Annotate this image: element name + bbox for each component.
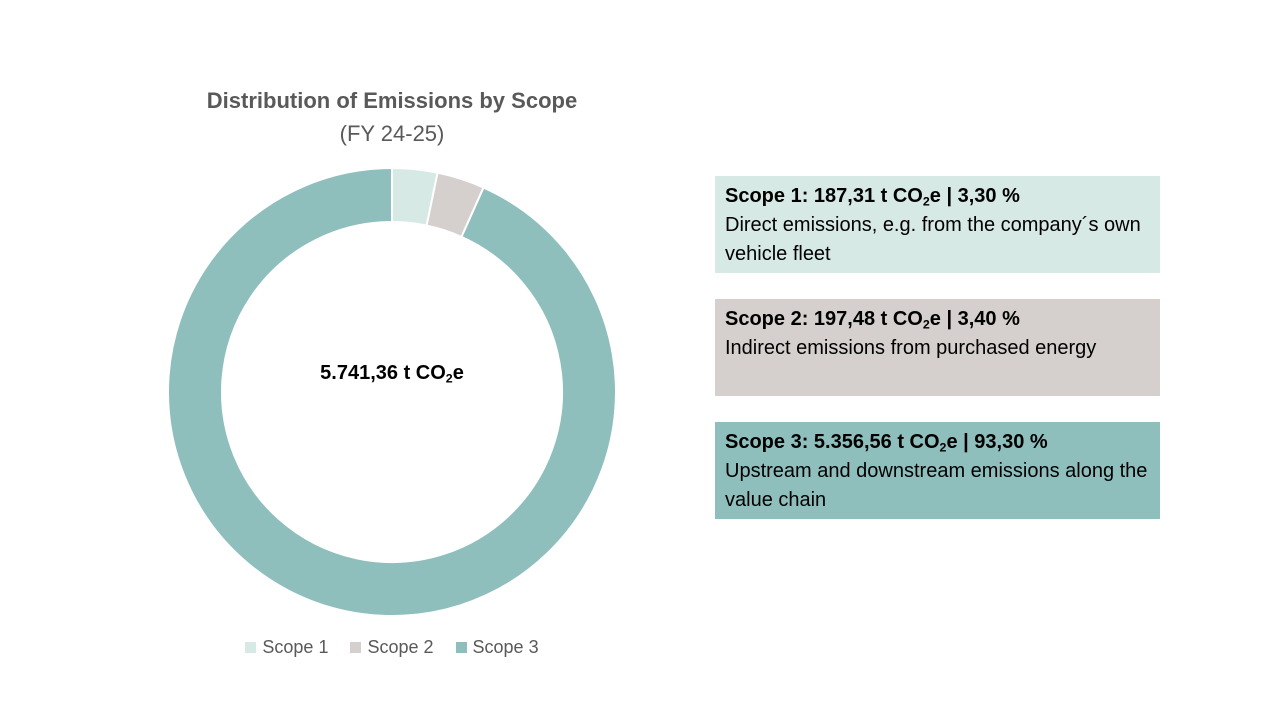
scope-3-heading-subscript: 2 [939,440,947,455]
scope-3-heading-suffix: e | 93,30 % [946,431,1048,453]
legend-label-scope-3: Scope 3 [472,637,539,657]
scope-3-card-description: Upstream and downstream emissions along … [725,460,1148,511]
center-label-prefix: 5.741,36 t CO [320,362,446,384]
legend-swatch-scope-2 [350,642,362,653]
scope-1-heading-suffix: e | 3,30 % [929,185,1020,207]
scope-3-card-heading: Scope 3: 5.356,56 t CO2e | 93,30 % [725,428,1150,457]
scope-2-heading-prefix: Scope 2: 197,48 t CO [725,308,923,330]
scope-1-card: Scope 1: 187,31 t CO2e | 3,30 % Direct e… [715,176,1160,273]
donut-slice-scope-3 [167,166,617,617]
scope-1-heading-prefix: Scope 1: 187,31 t CO [725,185,923,207]
legend-label-scope-1: Scope 1 [262,637,329,657]
legend-swatch-scope-1 [245,642,257,653]
legend-item-scope-3: Scope 3 [455,637,539,658]
scope-2-heading-suffix: e | 3,40 % [929,308,1020,330]
scope-3-heading-prefix: Scope 3: 5.356,56 t CO [725,431,940,453]
legend-label-scope-2: Scope 2 [367,637,434,657]
chart-title: Distribution of Emissions by Scope [206,88,578,113]
legend-swatch-scope-3 [455,642,467,653]
scope-1-card-heading: Scope 1: 187,31 t CO2e | 3,30 % [725,182,1150,211]
donut-chart [167,166,617,617]
scope-2-card-description: Indirect emissions from purchased energy [725,337,1097,359]
scope-1-card-description: Direct emissions, e.g. from the company´… [725,214,1141,265]
scope-3-card: Scope 3: 5.356,56 t CO2e | 93,30 % Upstr… [715,422,1160,519]
legend-item-scope-2: Scope 2 [350,637,434,658]
scope-2-card-heading: Scope 2: 197,48 t CO2e | 3,40 % [725,305,1150,334]
scope-2-card: Scope 2: 197,48 t CO2e | 3,40 % Indirect… [715,299,1160,396]
donut-center-label: 5.741,36 t CO2e [242,362,542,385]
legend-item-scope-1: Scope 1 [245,637,328,658]
chart-legend: Scope 1 Scope 2 Scope 3 [0,637,784,658]
chart-subtitle: (FY 24-25) [339,121,445,146]
scope-2-heading-subscript: 2 [922,317,930,332]
scope-1-heading-subscript: 2 [922,194,930,209]
center-label-suffix: e [452,362,464,384]
center-label-subscript: 2 [445,371,453,386]
